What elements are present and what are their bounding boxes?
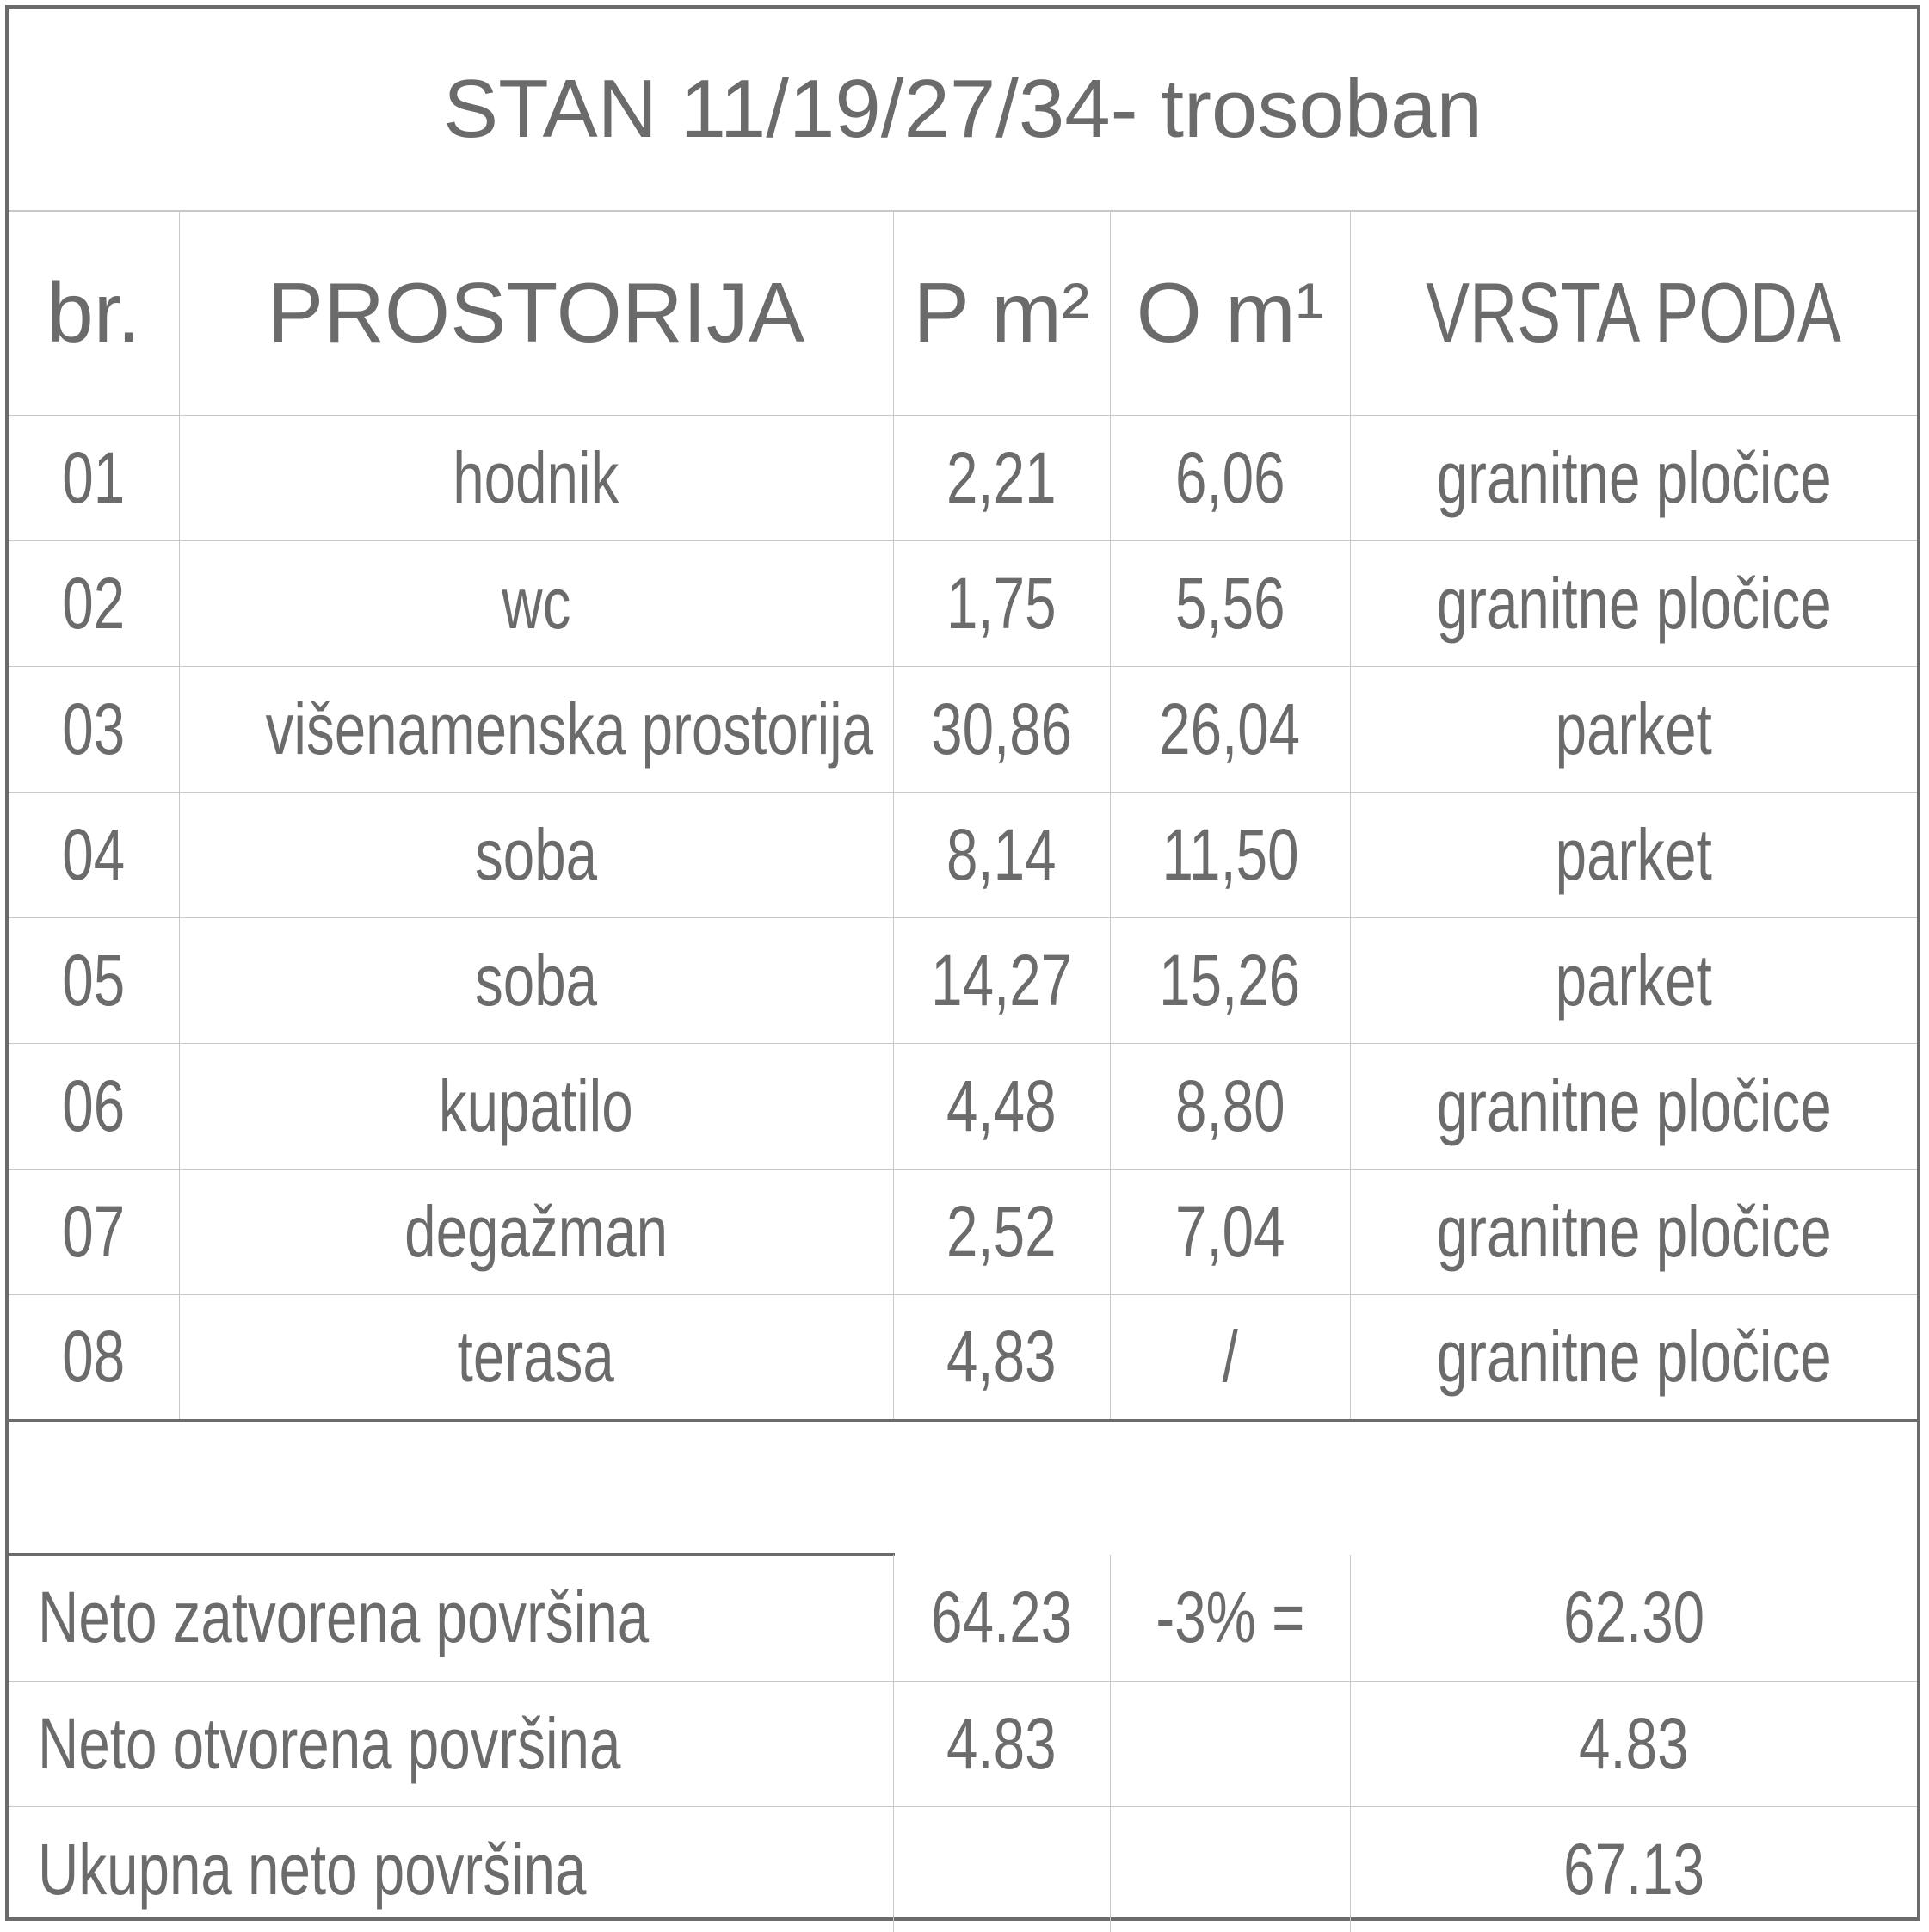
room-perimeter: 5,56: [1109, 540, 1350, 667]
room-number: 07: [9, 1169, 179, 1295]
room-perimeter: 7,04: [1109, 1169, 1350, 1295]
total-area: [892, 1806, 1110, 1932]
room-area: 30,86: [892, 666, 1110, 793]
room-perimeter: 8,80: [1109, 1043, 1350, 1170]
room-number: 08: [9, 1294, 179, 1422]
header-number: br.: [9, 212, 179, 416]
total-row-closed: Neto zatvorena površina 64.23 -3% = 62.3…: [9, 1555, 1917, 1682]
total-reduction: -3% =: [1109, 1555, 1350, 1682]
room-name: degažman: [178, 1169, 893, 1295]
room-number: 02: [9, 540, 179, 667]
room-area: 1,75: [892, 540, 1110, 667]
table-row: 07 degažman 2,52 7,04 granitne pločice: [9, 1169, 1917, 1295]
room-floor: granitne pločice: [1349, 415, 1917, 541]
table-row: 06 kupatilo 4,48 8,80 granitne pločice: [9, 1043, 1917, 1170]
room-number: 04: [9, 792, 179, 918]
totals-table: Neto zatvorena površina 64.23 -3% = 62.3…: [9, 1555, 1917, 1932]
header-row: br. PROSTORIJA P m² O m¹ VRSTA PODA: [9, 212, 1917, 416]
total-reduction: [1109, 1681, 1350, 1807]
total-result: 4.83: [1349, 1681, 1917, 1807]
room-floor: granitne pločice: [1349, 1169, 1917, 1295]
room-number: 05: [9, 917, 179, 1044]
total-result: 67.13: [1349, 1806, 1917, 1932]
room-table: br. PROSTORIJA P m² O m¹ VRSTA PODA 01 h…: [9, 212, 1917, 1422]
room-floor: parket: [1349, 666, 1917, 793]
apartment-title: STAN 11/19/27/34- trosoban: [9, 9, 1917, 212]
room-name: višenamenska prostorija: [178, 666, 893, 793]
room-floor: granitne pločice: [1349, 540, 1917, 667]
header-area: P m²: [892, 212, 1110, 416]
total-area: 64.23: [892, 1555, 1110, 1682]
room-perimeter: /: [1109, 1294, 1350, 1422]
table-row: 01 hodnik 2,21 6,06 granitne pločice: [9, 415, 1917, 541]
room-number: 01: [9, 415, 179, 541]
total-area: 4.83: [892, 1681, 1110, 1807]
room-floor: granitne pločice: [1349, 1043, 1917, 1170]
room-floor: granitne pločice: [1349, 1294, 1917, 1422]
section-spacer: [9, 1429, 895, 1556]
room-name: wc: [178, 540, 893, 667]
room-number: 03: [9, 666, 179, 793]
room-area: 8,14: [892, 792, 1110, 918]
room-area: 4,48: [892, 1043, 1110, 1170]
table-row: 08 terasa 4,83 / granitne pločice: [9, 1294, 1917, 1422]
room-floor: parket: [1349, 792, 1917, 918]
room-area: 14,27: [892, 917, 1110, 1044]
room-perimeter: 6,06: [1109, 415, 1350, 541]
room-number: 06: [9, 1043, 179, 1170]
table-row: 04 soba 8,14 11,50 parket: [9, 792, 1917, 918]
room-schedule-sheet: STAN 11/19/27/34- trosoban br. PROSTORIJ…: [5, 5, 1920, 1932]
total-row-open: Neto otvorena površina 4.83 4.83: [9, 1681, 1917, 1807]
table-row: 05 soba 14,27 15,26 parket: [9, 917, 1917, 1044]
room-perimeter: 11,50: [1109, 792, 1350, 918]
total-result: 62.30: [1349, 1555, 1917, 1682]
room-area: 2,21: [892, 415, 1110, 541]
total-row-overall: Ukupna neto površina 67.13: [9, 1806, 1917, 1932]
header-floor-type: VRSTA PODA: [1349, 212, 1917, 416]
room-name: terasa: [178, 1294, 893, 1422]
header-perimeter: O m¹: [1109, 212, 1350, 416]
total-reduction: [1109, 1806, 1350, 1932]
room-area: 4,83: [892, 1294, 1110, 1422]
total-label: Ukupna neto površina: [38, 1828, 587, 1910]
total-label: Neto otvorena površina: [9, 1681, 893, 1807]
room-name: hodnik: [178, 415, 893, 541]
room-name: kupatilo: [178, 1043, 893, 1170]
room-perimeter: 26,04: [1109, 666, 1350, 793]
room-floor: parket: [1349, 917, 1917, 1044]
room-area: 2,52: [892, 1169, 1110, 1295]
total-label: Neto zatvorena površina: [9, 1555, 893, 1682]
header-room: PROSTORIJA: [178, 212, 893, 416]
table-row: 02 wc 1,75 5,56 granitne pločice: [9, 540, 1917, 667]
room-name: soba: [178, 917, 893, 1044]
room-name: soba: [178, 792, 893, 918]
table-row: 03 višenamenska prostorija 30,86 26,04 p…: [9, 666, 1917, 793]
header-floor-type-label: VRSTA PODA: [1426, 265, 1842, 361]
room-perimeter: 15,26: [1109, 917, 1350, 1044]
